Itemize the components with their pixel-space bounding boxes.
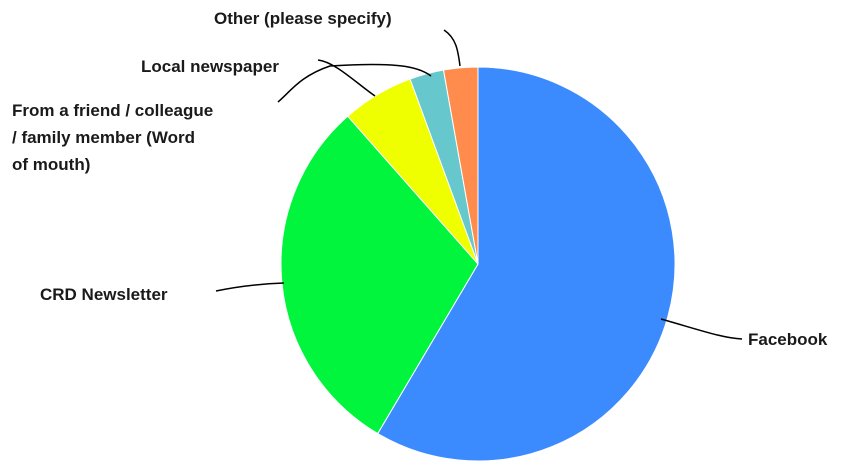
leader-line-crd-newsletter <box>215 282 285 292</box>
leader-lines <box>215 29 743 340</box>
slice-label-local-newspaper: Local newspaper <box>141 57 279 76</box>
leader-line-facebook <box>660 318 743 340</box>
pie-slices <box>280 66 676 462</box>
leader-line-from-a-friend-colleague-family-member-word-of-mouth <box>317 59 376 97</box>
leader-line-other-please-specify <box>443 29 461 67</box>
pie-slice-facebook <box>377 66 676 462</box>
slice-label-from-a-friend-colleague-family-member-word-of-mouth: From a friend / colleague / family member… <box>12 101 213 174</box>
leader-line-local-newspaper <box>277 63 432 103</box>
slice-label-other-please-specify: Other (please specify) <box>214 9 392 28</box>
slice-labels: Facebook CRD Newsletter From a friend / co… <box>12 9 828 349</box>
slice-label-facebook: Facebook <box>748 330 828 349</box>
slice-label-crd-newsletter: CRD Newsletter <box>40 285 168 304</box>
pie-slice-other-please-specify <box>442 66 479 265</box>
